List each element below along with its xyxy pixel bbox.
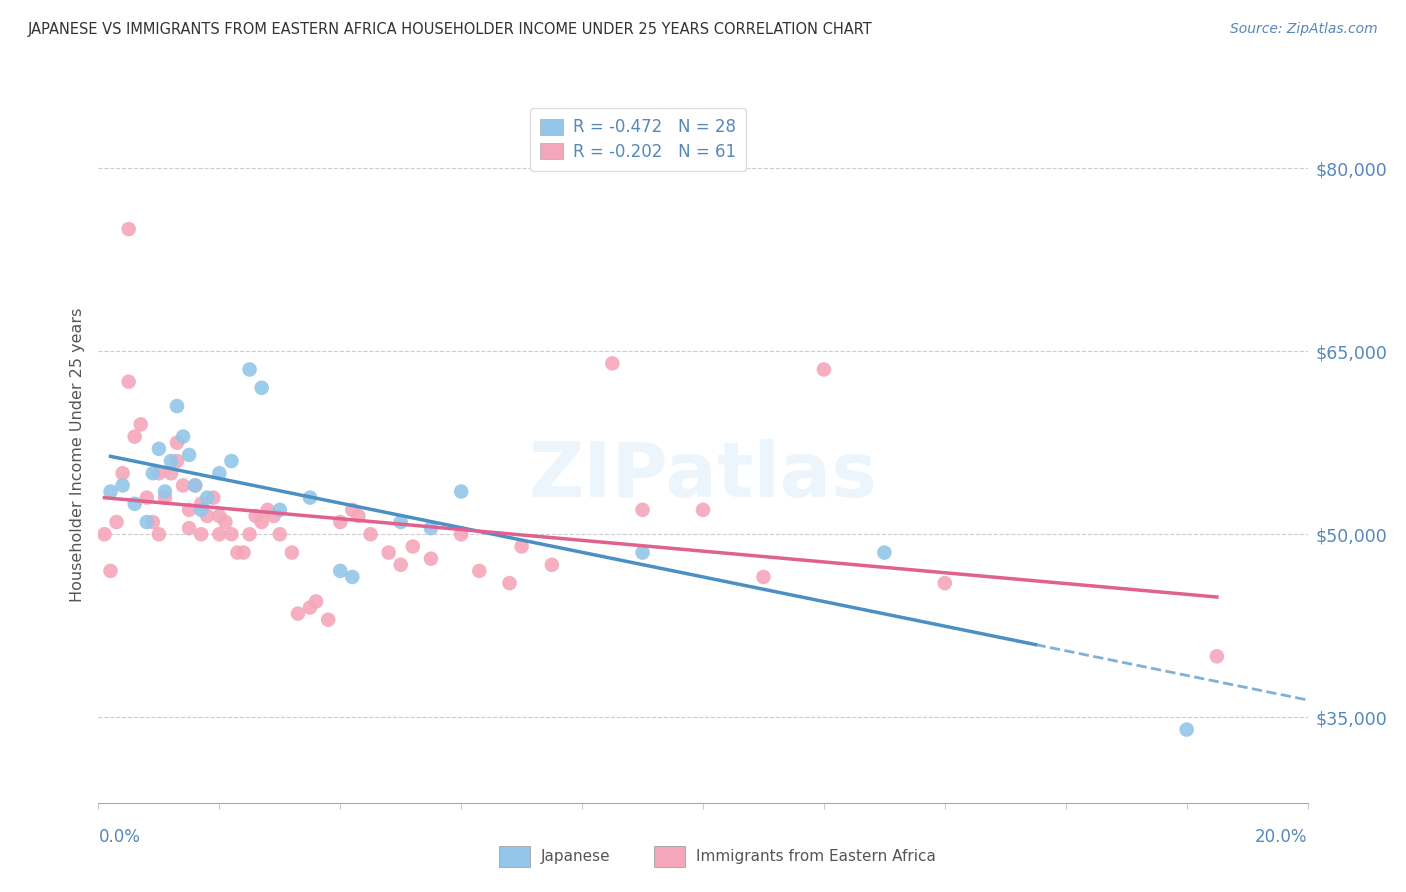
- Point: [510, 540, 533, 554]
- Point: [142, 467, 165, 481]
- Point: [269, 503, 291, 517]
- Y-axis label: Householder Income Under 25 years: Householder Income Under 25 years: [69, 308, 84, 602]
- Point: [250, 515, 273, 529]
- Point: [450, 484, 472, 499]
- Point: [221, 527, 243, 541]
- Point: [299, 600, 322, 615]
- Point: [160, 467, 183, 481]
- Point: [540, 558, 562, 572]
- Point: [263, 508, 285, 523]
- Point: [316, 613, 339, 627]
- Point: [347, 508, 370, 523]
- Point: [135, 515, 157, 529]
- Point: [813, 362, 835, 376]
- Point: [305, 594, 328, 608]
- Point: [245, 508, 267, 523]
- Point: [934, 576, 956, 591]
- Text: JAPANESE VS IMMIGRANTS FROM EASTERN AFRICA HOUSEHOLDER INCOME UNDER 25 YEARS COR: JAPANESE VS IMMIGRANTS FROM EASTERN AFRI…: [28, 22, 873, 37]
- Point: [195, 491, 218, 505]
- Point: [153, 491, 176, 505]
- Point: [208, 527, 231, 541]
- Point: [111, 467, 134, 481]
- Point: [287, 607, 309, 621]
- Point: [190, 527, 212, 541]
- Point: [342, 503, 364, 517]
- Point: [105, 515, 128, 529]
- Text: ZIPatlas: ZIPatlas: [529, 439, 877, 513]
- Point: [166, 454, 188, 468]
- Point: [329, 515, 352, 529]
- Point: [118, 375, 141, 389]
- Text: 20.0%: 20.0%: [1256, 828, 1308, 846]
- Point: [208, 508, 231, 523]
- Point: [873, 545, 896, 559]
- Point: [299, 491, 322, 505]
- Point: [256, 503, 278, 517]
- Point: [377, 545, 399, 559]
- Point: [1175, 723, 1198, 737]
- Point: [166, 435, 188, 450]
- Point: [281, 545, 304, 559]
- Text: Immigrants from Eastern Africa: Immigrants from Eastern Africa: [696, 849, 936, 863]
- Point: [184, 478, 207, 492]
- Point: [239, 362, 262, 376]
- Point: [129, 417, 152, 432]
- Point: [124, 429, 146, 443]
- Point: [172, 478, 194, 492]
- Point: [190, 497, 212, 511]
- Point: [419, 551, 441, 566]
- Point: [631, 545, 654, 559]
- Point: [631, 503, 654, 517]
- Point: [148, 442, 170, 456]
- Point: [124, 497, 146, 511]
- Point: [93, 527, 115, 541]
- Point: [195, 508, 218, 523]
- Point: [148, 527, 170, 541]
- Point: [389, 515, 412, 529]
- Point: [177, 521, 201, 535]
- Point: [190, 503, 212, 517]
- Point: [269, 527, 291, 541]
- Point: [177, 503, 201, 517]
- Text: Source: ZipAtlas.com: Source: ZipAtlas.com: [1230, 22, 1378, 37]
- Point: [389, 558, 412, 572]
- Point: [329, 564, 352, 578]
- Text: Japanese: Japanese: [541, 849, 612, 863]
- Legend: R = -0.472   N = 28, R = -0.202   N = 61: R = -0.472 N = 28, R = -0.202 N = 61: [530, 109, 747, 171]
- Point: [221, 454, 243, 468]
- Point: [100, 484, 122, 499]
- Point: [360, 527, 382, 541]
- Point: [118, 222, 141, 236]
- Point: [419, 521, 441, 535]
- Text: 0.0%: 0.0%: [98, 828, 141, 846]
- Point: [153, 484, 176, 499]
- Point: [232, 545, 254, 559]
- Point: [1206, 649, 1229, 664]
- Point: [239, 527, 262, 541]
- Point: [208, 467, 231, 481]
- Point: [214, 515, 236, 529]
- Point: [692, 503, 714, 517]
- Point: [142, 515, 165, 529]
- Point: [468, 564, 491, 578]
- Point: [184, 478, 207, 492]
- Point: [226, 545, 249, 559]
- Point: [602, 356, 624, 370]
- Point: [202, 491, 225, 505]
- Point: [250, 381, 273, 395]
- Point: [172, 429, 194, 443]
- Point: [148, 467, 170, 481]
- Point: [342, 570, 364, 584]
- Point: [135, 491, 157, 505]
- Point: [752, 570, 775, 584]
- Point: [498, 576, 520, 591]
- Point: [402, 540, 425, 554]
- Point: [166, 399, 188, 413]
- Point: [450, 527, 472, 541]
- Point: [111, 478, 134, 492]
- Point: [160, 454, 183, 468]
- Point: [100, 564, 122, 578]
- Point: [177, 448, 201, 462]
